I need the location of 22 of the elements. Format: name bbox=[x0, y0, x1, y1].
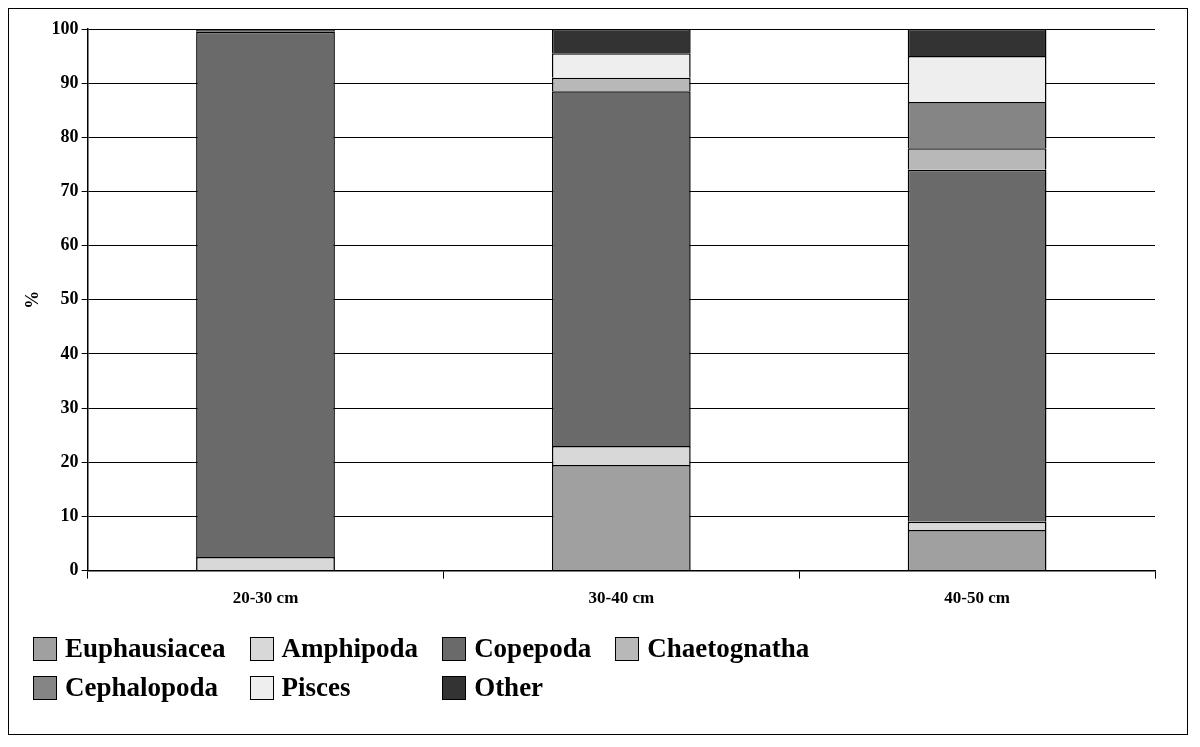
y-tick-label: 0 bbox=[69, 559, 79, 580]
x-tick-label: 20-30 cm bbox=[232, 588, 299, 608]
legend-label: Pisces bbox=[281, 672, 351, 703]
legend-label: Cephalopoda bbox=[65, 672, 219, 703]
y-tick-label: 50 bbox=[60, 288, 79, 309]
y-tick-label: 70 bbox=[60, 180, 79, 201]
x-tick-label: 40-50 cm bbox=[944, 588, 1010, 608]
y-tick-label: 30 bbox=[60, 396, 79, 417]
x-tick-label: 30-40 cm bbox=[588, 588, 655, 608]
legend-label: Other bbox=[474, 672, 544, 703]
y-tick-label: 80 bbox=[60, 125, 79, 146]
y-axis-title: % bbox=[22, 290, 43, 309]
y-tick-label: 60 bbox=[60, 234, 79, 255]
y-tick-label: 40 bbox=[60, 342, 79, 363]
legend-label: Chaetognatha bbox=[647, 633, 810, 664]
legend-label: Euphausiacea bbox=[65, 633, 226, 664]
y-tick-label: 100 bbox=[51, 17, 79, 38]
legend-label: Amphipoda bbox=[281, 633, 419, 664]
y-tick-label: 20 bbox=[60, 450, 79, 471]
y-tick-label: 10 bbox=[60, 505, 79, 526]
y-tick-label: 90 bbox=[60, 71, 79, 92]
legend-label: Copepoda bbox=[474, 633, 592, 664]
